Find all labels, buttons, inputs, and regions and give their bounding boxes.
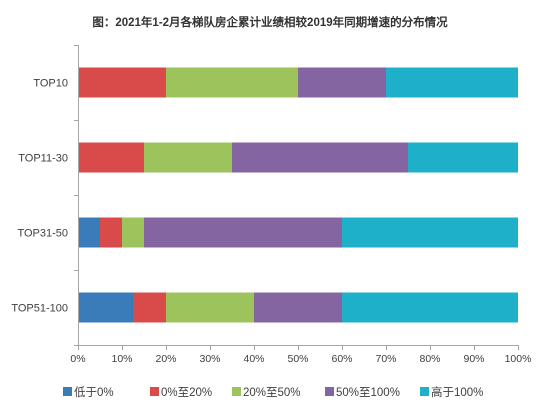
bar-top11-30-0-to-20 <box>78 142 144 173</box>
bar-top10-20-to-50 <box>166 67 298 98</box>
bar-top11-30-50-to-100 <box>232 142 408 173</box>
legend-swatch <box>420 387 429 396</box>
chart-title: 图：2021年1-2月各梯队房企累计业绩相较2019年同期增速的分布情况 <box>92 15 448 29</box>
x-tick-label-70: 70% <box>375 353 396 365</box>
x-tick-label-60: 60% <box>331 353 352 365</box>
legend-item-50-to-100: 50%至100% <box>325 387 400 399</box>
bar-top51-100-20-to-50 <box>166 292 254 323</box>
bar-top31-50-below-0 <box>78 217 100 248</box>
bar-top10-50-to-100 <box>298 67 386 98</box>
legend-label: 低于0% <box>74 386 114 399</box>
category-label-top31-50: TOP31-50 <box>17 228 68 240</box>
x-tick-label-50: 50% <box>287 353 308 365</box>
legend-item-0-to-20: 0%至20% <box>150 387 212 399</box>
bar-top10-0-to-20 <box>78 67 166 98</box>
bar-top51-100-0-to-20 <box>133 292 166 323</box>
axes-group <box>74 45 519 350</box>
legend-swatch <box>232 387 241 396</box>
category-label-top11-30: TOP11-30 <box>18 153 68 165</box>
bar-top51-100-below-0 <box>78 292 133 323</box>
x-tick-label-80: 80% <box>419 353 440 365</box>
bar-top10-above-100 <box>386 67 518 98</box>
legend-swatch <box>150 387 159 396</box>
x-tick-label-30: 30% <box>199 353 220 365</box>
x-tick-label-20: 20% <box>155 353 176 365</box>
legend-item-above-100: 高于100% <box>420 385 483 399</box>
bar-top11-30-above-100 <box>408 142 518 173</box>
bar-top11-30-20-to-50 <box>144 142 232 173</box>
legend-label: 50%至100% <box>336 387 400 399</box>
bar-top31-50-20-to-50 <box>122 217 144 248</box>
legend-label: 0%至20% <box>161 387 212 399</box>
bar-top31-50-50-to-100 <box>144 217 342 248</box>
bar-top51-100-above-100 <box>342 292 518 323</box>
x-tick-label-90: 90% <box>463 353 484 365</box>
legend-item-below-0: 低于0% <box>63 386 114 399</box>
x-tick-labels: 0% 10% 20% 30% 40% 50% 60% 70% 80% 90% 100% <box>70 353 531 365</box>
bar-top31-50-above-100 <box>342 217 518 248</box>
legend-item-20-to-50: 20%至50% <box>232 387 301 399</box>
legend-label: 高于100% <box>431 385 483 399</box>
x-tick-label-10: 10% <box>111 353 132 365</box>
x-tick-label-0: 0% <box>70 353 85 365</box>
category-labels: TOP10 TOP11-30 TOP31-50 TOP51-100 <box>11 78 68 315</box>
bar-top31-50-0-to-20 <box>100 217 122 248</box>
category-label-top10: TOP10 <box>33 78 68 90</box>
legend-swatch <box>63 387 72 396</box>
x-tick-label-100: 100% <box>505 353 532 365</box>
legend-label: 20%至50% <box>243 387 301 399</box>
bars-group <box>78 67 518 323</box>
legend: 低于0% 0%至20% 20%至50% 50%至100% 高于100% <box>63 385 483 399</box>
legend-swatch <box>325 387 334 396</box>
category-label-top51-100: TOP51-100 <box>11 303 68 315</box>
bar-top51-100-50-to-100 <box>254 292 342 323</box>
x-tick-label-40: 40% <box>243 353 264 365</box>
